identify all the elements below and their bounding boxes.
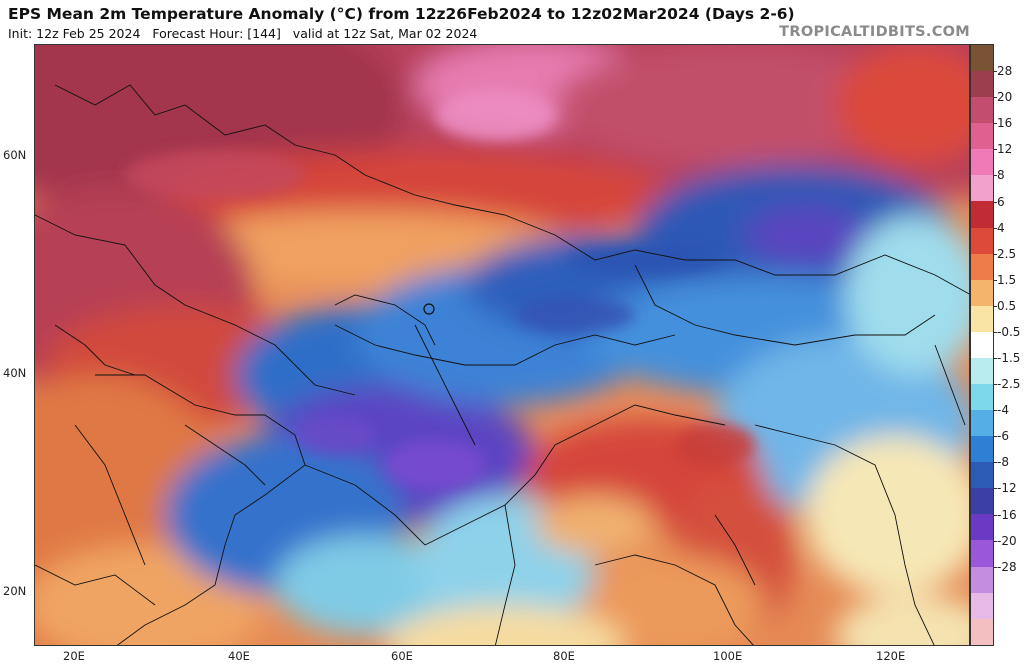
boundaries: [35, 84, 969, 645]
colorbar-tick: [994, 201, 997, 203]
anomaly-map[interactable]: [34, 44, 970, 646]
colorbar-label: 2.5: [997, 246, 1017, 261]
colorbar-tick: [994, 566, 997, 568]
colorbar-cell: [971, 462, 993, 489]
map-subtitle: Init: 12z Feb 25 2024 Forecast Hour: [14…: [8, 26, 478, 41]
colorbar-cell: [971, 566, 993, 593]
colorbar-label: 4: [997, 220, 1005, 235]
anomaly-detail: [125, 90, 755, 490]
colorbar-label: -4: [997, 403, 1009, 418]
colorbar-cell: [971, 488, 993, 515]
colorbar-cell: [971, 71, 993, 98]
colorbar-cell: [971, 410, 993, 437]
map-title: EPS Mean 2m Temperature Anomaly (°C) fro…: [8, 5, 795, 23]
colorbar-cell: [971, 514, 993, 541]
colorbar-tick: [994, 305, 997, 307]
colorbar-tick: [994, 149, 997, 151]
colorbar-cell: [971, 253, 993, 280]
lon-label-100e: 100E: [713, 649, 743, 663]
colorbar-tick: [994, 540, 997, 542]
colorbar-tick: [994, 123, 997, 125]
colorbar-tick: [994, 71, 997, 73]
lon-label-60e: 60E: [391, 649, 413, 663]
colorbar-label: 16: [997, 116, 1013, 131]
colorbar-cell: [971, 97, 993, 124]
colorbar-cell: [971, 357, 993, 385]
colorbar-tick: [994, 410, 997, 412]
colorbar-tick: [994, 436, 997, 438]
colorbar-tick: [994, 253, 997, 255]
colorbar-label: -8: [997, 455, 1009, 470]
colorbar-label: -1.5: [997, 351, 1021, 366]
colorbar-cell: [971, 227, 993, 254]
lat-label-60n: 60N: [3, 148, 27, 162]
colorbar-cell: [971, 175, 993, 202]
colorbar-cell: [971, 123, 993, 150]
map-svg: [35, 45, 969, 645]
colorbar-cell: [971, 618, 993, 645]
colorbar-label: 20: [997, 90, 1013, 105]
colorbar-tick: [994, 227, 997, 229]
colorbar-label: -6: [997, 429, 1009, 444]
colorbar-label: 0.5: [997, 298, 1017, 313]
colorbar-tick: [994, 384, 997, 386]
colorbar-label: -0.5: [997, 324, 1021, 339]
lat-label-40n: 40N: [3, 366, 27, 380]
colorbar: [970, 44, 994, 646]
colorbar-tick: [994, 331, 997, 333]
colorbar-label: -12: [997, 481, 1017, 496]
colorbar-cell: [971, 436, 993, 463]
colorbar-cell: [971, 149, 993, 176]
colorbar-cell: [971, 305, 993, 332]
lon-label-80e: 80E: [553, 649, 575, 663]
colorbar-label: -20: [997, 533, 1017, 548]
lon-label-120e: 120E: [876, 649, 906, 663]
colorbar-cell: [971, 540, 993, 567]
colorbar-cell: [971, 592, 993, 619]
lon-label-40e: 40E: [228, 649, 250, 663]
colorbar-cell: [971, 201, 993, 228]
colorbar-label: 1.5: [997, 272, 1017, 287]
colorbar-label: 6: [997, 194, 1005, 209]
colorbar-cell: [971, 331, 993, 358]
brand-watermark[interactable]: TROPICALTIDBITS.COM: [779, 24, 970, 40]
colorbar-tick: [994, 488, 997, 490]
colorbar-tick: [994, 358, 997, 360]
colorbar-tick: [994, 514, 997, 516]
colorbar-tick: [994, 97, 997, 99]
colorbar-label: 12: [997, 142, 1013, 157]
lake-marker: [423, 303, 435, 315]
colorbar-label: 28: [997, 64, 1013, 79]
lat-label-20n: 20N: [3, 584, 27, 598]
colorbar-label: 8: [997, 168, 1005, 183]
colorbar-label: -2.5: [997, 377, 1021, 392]
colorbar-cell: [971, 384, 993, 411]
colorbar-tick: [994, 279, 997, 281]
colorbar-tick: [994, 175, 997, 177]
colorbar-cell: [971, 279, 993, 306]
lon-label-20e: 20E: [63, 649, 85, 663]
colorbar-cell: [971, 45, 993, 72]
colorbar-label: -28: [997, 559, 1017, 574]
colorbar-label: -16: [997, 507, 1017, 522]
colorbar-tick: [994, 462, 997, 464]
